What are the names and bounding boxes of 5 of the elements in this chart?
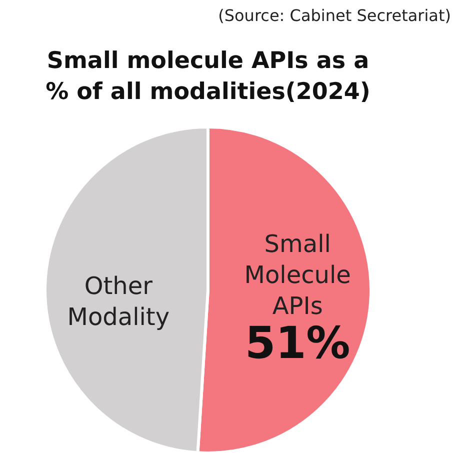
slice-label: Other Modality	[67, 272, 170, 332]
chart-title: Small molecule APIs as a % of all modalities(2024)	[46, 48, 370, 105]
slice-label: Small Molecule APIs	[244, 230, 351, 320]
data-label: 51%	[244, 318, 350, 369]
text: (Source: Cabinet Secretariat)	[218, 6, 451, 25]
